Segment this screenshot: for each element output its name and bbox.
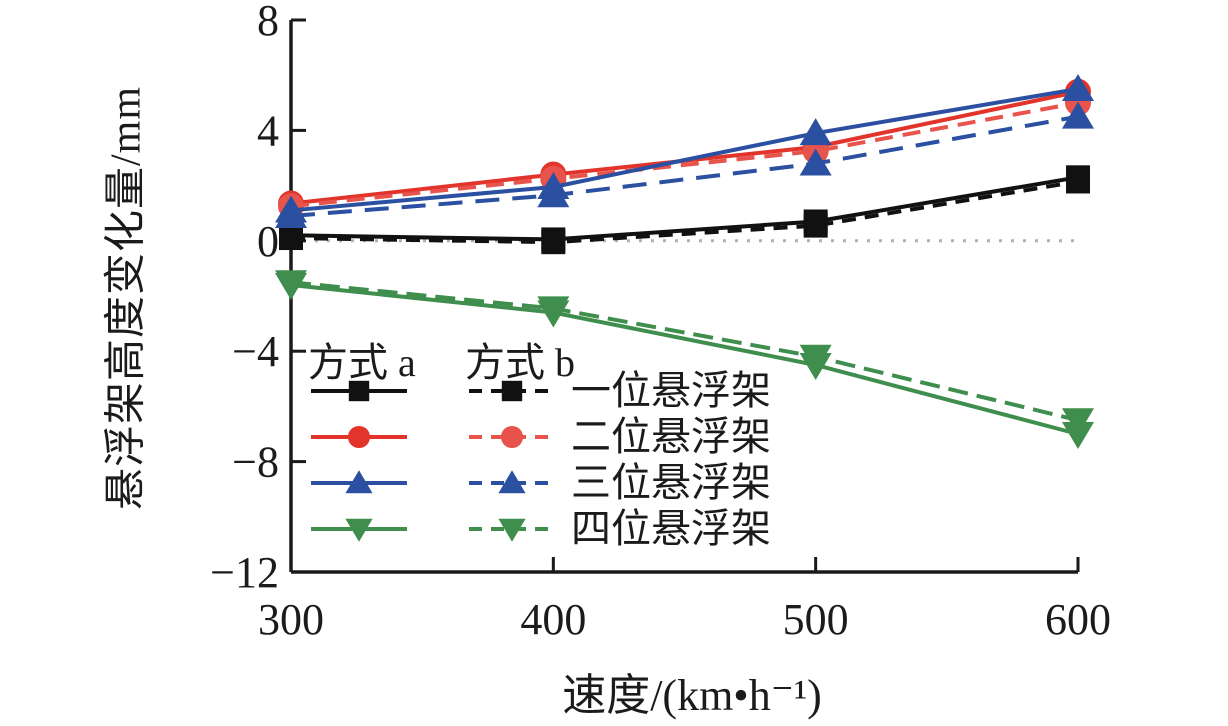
legend-sample-dashed-一位悬浮架	[469, 380, 555, 402]
y-tick-label: 8	[257, 0, 279, 45]
legend-marker-square	[501, 380, 523, 402]
legend-marker-triangle-up	[498, 470, 526, 494]
y-tick-label: 4	[257, 106, 279, 155]
legend-header-method-b: 方式 b	[465, 340, 575, 385]
legend-marker-circle	[500, 425, 524, 449]
series-line-三位悬浮架-b	[290, 114, 1079, 218]
legend-row-二位悬浮架: 二位悬浮架	[303, 414, 803, 460]
y-tick-label: −8	[232, 438, 279, 487]
marker-triangle-up-三位悬浮架-a	[799, 118, 832, 146]
series-line-四位悬浮架-a	[290, 282, 1079, 436]
y-axis-title: 悬浮架高度变化量/mm	[103, 85, 150, 511]
y-tick-label: −4	[232, 327, 279, 376]
x-tick-label: 500	[783, 595, 849, 644]
legend-sample-dashed-四位悬浮架	[469, 518, 555, 542]
legend-row-四位悬浮架: 四位悬浮架	[303, 506, 803, 552]
series-line-二位悬浮架-b	[290, 100, 1079, 209]
legend-row-三位悬浮架: 三位悬浮架	[303, 460, 803, 506]
series-line-四位悬浮架-b	[290, 280, 1079, 423]
marker-triangle-up-三位悬浮架-b	[537, 180, 570, 208]
legend-header-method-a: 方式 a	[308, 340, 416, 385]
marker-triangle-down-四位悬浮架-b	[1062, 408, 1094, 436]
y-tick-label: −12	[210, 548, 279, 597]
marker-triangle-up-三位悬浮架-b	[275, 200, 307, 228]
marker-square-一位悬浮架-b	[541, 230, 566, 255]
legend-row-一位悬浮架: 一位悬浮架	[303, 368, 803, 414]
series-line-一位悬浮架-a	[290, 175, 1079, 242]
marker-triangle-down-四位悬浮架-b	[799, 344, 832, 372]
legend-sample-dashed-二位悬浮架	[469, 425, 555, 449]
marker-square-一位悬浮架-b	[1066, 169, 1090, 194]
legend-row-label: 一位悬浮架	[571, 368, 771, 413]
legend-marker-triangle-down	[345, 518, 373, 542]
legend-row-label: 三位悬浮架	[571, 460, 771, 505]
legend-marker-square	[348, 380, 370, 402]
legend-row-label: 四位悬浮架	[571, 506, 771, 551]
legend-sample-solid-四位悬浮架	[311, 518, 407, 542]
legend-marker-triangle-down	[498, 518, 526, 542]
marker-triangle-down-四位悬浮架-b	[537, 296, 570, 324]
x-tick-label: 300	[258, 595, 324, 644]
legend-marker-triangle-up	[345, 470, 373, 494]
marker-triangle-up-三位悬浮架-a	[1062, 74, 1094, 101]
marker-triangle-down-四位悬浮架-a	[1062, 422, 1094, 449]
x-tick-label: 400	[520, 595, 586, 644]
marker-square-一位悬浮架-b	[279, 226, 303, 251]
marker-square-一位悬浮架-b	[803, 213, 828, 238]
marker-triangle-up-三位悬浮架-b	[1062, 101, 1094, 129]
marker-triangle-down-四位悬浮架-b	[275, 270, 307, 298]
legend-row-label: 二位悬浮架	[571, 414, 771, 459]
marker-triangle-up-三位悬浮架-b	[799, 148, 832, 176]
y-tick-label: 0	[257, 217, 279, 266]
legend-sample-dashed-三位悬浮架	[469, 470, 555, 494]
series-line-三位悬浮架-a	[290, 87, 1079, 213]
x-axis-title: 速度/(km•h⁻¹)	[562, 671, 822, 720]
legend-marker-circle	[347, 425, 371, 449]
legend-sample-solid-二位悬浮架	[311, 425, 407, 449]
x-tick-label: 600	[1045, 595, 1111, 644]
legend-sample-solid-一位悬浮架	[311, 380, 407, 402]
legend-sample-solid-三位悬浮架	[311, 470, 407, 494]
legend: 方式 a 方式 b 一位悬浮架 二位悬浮架 三位悬浮架 四位悬浮架	[303, 330, 803, 560]
series-line-一位悬浮架-b	[290, 179, 1079, 245]
